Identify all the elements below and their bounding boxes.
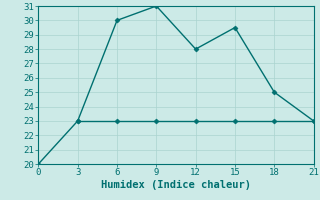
- X-axis label: Humidex (Indice chaleur): Humidex (Indice chaleur): [101, 180, 251, 190]
